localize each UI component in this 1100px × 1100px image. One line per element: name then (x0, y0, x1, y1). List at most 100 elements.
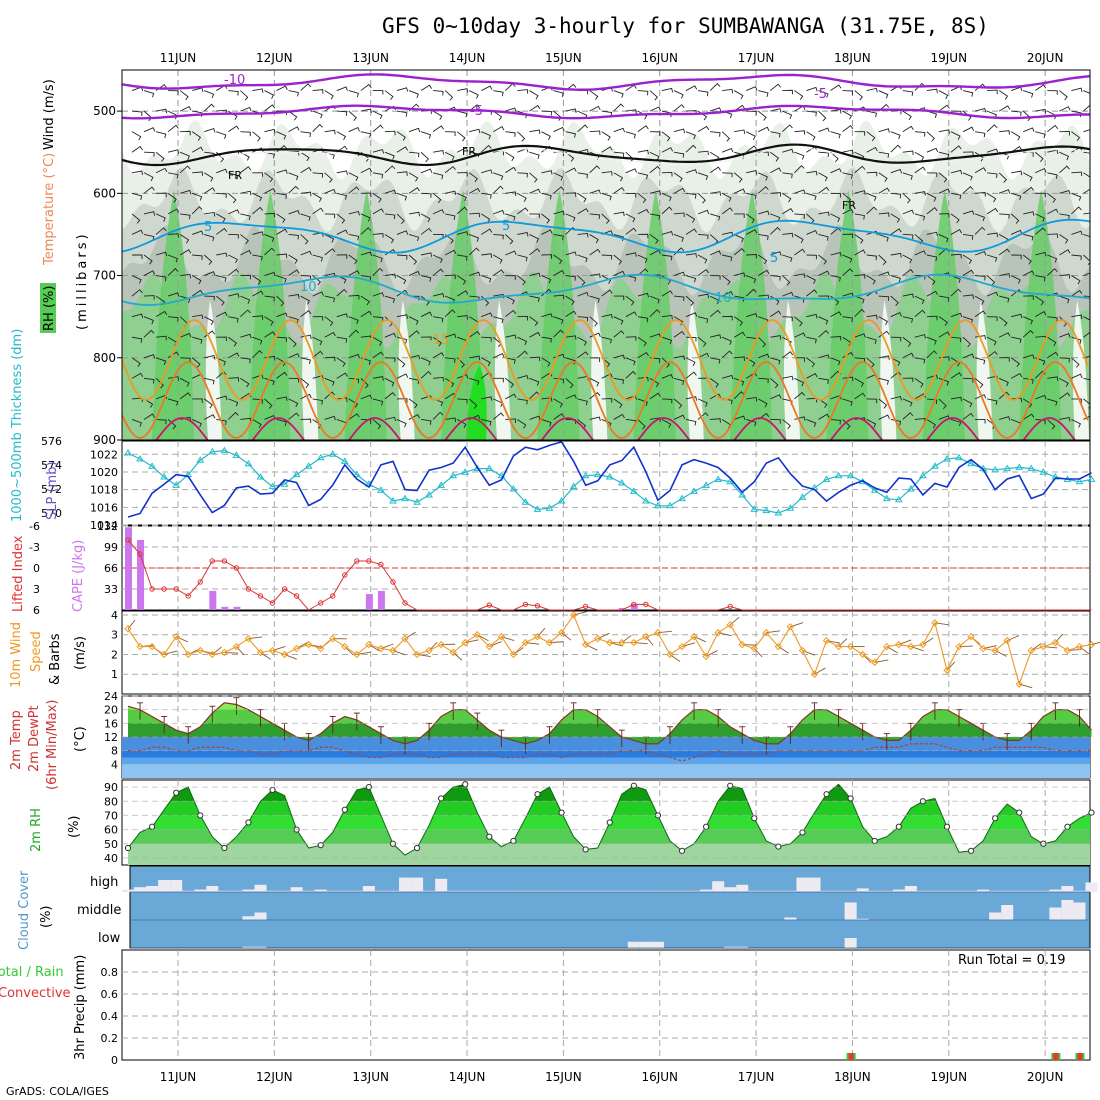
wind-barb (998, 172, 1007, 183)
wind-barb (553, 398, 563, 408)
wind-speed-point (521, 638, 530, 647)
contour-label: -15 (428, 333, 449, 348)
wind-barb (734, 272, 746, 277)
wind-barb (818, 110, 827, 122)
cloud-bar (651, 890, 664, 892)
wind-barb (625, 227, 637, 235)
wind-barb (408, 234, 420, 242)
wind-barb (998, 316, 1008, 327)
wind-barb (312, 350, 324, 359)
thickness-point (340, 457, 349, 464)
wind-barb (685, 228, 697, 235)
wind-barb (1034, 151, 1044, 163)
wind-speed-point (136, 642, 144, 651)
thickness-point (774, 509, 783, 516)
wind-barb (216, 131, 227, 139)
wind-barb (685, 295, 695, 307)
wind-barb (469, 355, 481, 361)
wind-speed-point (979, 644, 987, 653)
wind-barb (493, 412, 504, 420)
wind-barb (288, 172, 299, 181)
wind-barb (469, 128, 481, 134)
wind-barb (481, 169, 493, 174)
wind-barb (228, 398, 239, 407)
wind-barb (167, 268, 179, 276)
minmax-label: (6hr Min/Max) (45, 700, 60, 790)
wind-barb (878, 377, 889, 385)
wind-barb (336, 170, 348, 175)
wind-barb (1023, 127, 1035, 133)
wind-barb (421, 336, 432, 341)
wind-speed-point (449, 648, 457, 657)
wind-speed-point (569, 611, 578, 619)
wind-barb (276, 312, 288, 318)
wind-barb (143, 127, 156, 133)
wind-barb (938, 213, 950, 218)
wind-speed-point (895, 640, 903, 649)
rh-point (895, 823, 902, 830)
wind-speed-point (220, 648, 229, 657)
wind-barb (204, 414, 216, 420)
wind-barb (698, 150, 709, 156)
wind-barb (517, 419, 527, 429)
wind-barb (180, 273, 192, 279)
li-point (257, 593, 264, 599)
precip-convective-bar (1053, 1053, 1059, 1060)
wind-barb (577, 148, 589, 154)
wind-barb (408, 172, 419, 182)
wind-barb (613, 234, 624, 242)
wind-barb (577, 192, 587, 203)
wind-barb (878, 414, 890, 420)
slp-line (127, 440, 1092, 518)
wind-barb (553, 254, 563, 265)
wind-barb (372, 110, 383, 120)
wind-barb (625, 109, 637, 114)
wind-barb (661, 254, 673, 261)
wind-barb (950, 229, 962, 235)
wind-barb (336, 397, 348, 402)
wind-barb (276, 169, 288, 174)
li-point (486, 602, 493, 608)
wind-barb (445, 131, 456, 136)
wind-barb (818, 211, 830, 216)
wind-barb (432, 268, 444, 276)
wind-barb (902, 125, 914, 133)
wind-barb (722, 172, 733, 178)
wind-barb (529, 151, 540, 159)
wind-barb (733, 391, 745, 400)
wind-barb (360, 295, 370, 306)
wind-barb (794, 332, 806, 338)
wind-speed-point (871, 658, 879, 667)
wind-barb (240, 190, 252, 196)
wind-barb (613, 316, 624, 325)
wind-barb (1011, 229, 1023, 235)
wind-barb (962, 110, 972, 121)
wind-barb (457, 88, 469, 93)
thickness-point (714, 475, 723, 482)
wind-barb (517, 398, 528, 405)
wind-barb (914, 309, 926, 318)
wind-speed-point (244, 634, 253, 643)
wind-barb (818, 316, 829, 325)
thickness-point (943, 455, 951, 462)
wind-barb (697, 125, 710, 133)
wind-speed-point (798, 646, 807, 655)
wind-barb (216, 418, 227, 426)
wind-barb (987, 89, 998, 95)
wind-barb (770, 310, 782, 318)
wind-barb (517, 350, 528, 359)
wind-barb (854, 131, 866, 136)
wind-barb (806, 110, 817, 117)
dewpoint-line (128, 743, 1092, 762)
cloud-bar (928, 890, 941, 892)
wind-barb (276, 275, 287, 283)
wind-barb (661, 131, 671, 142)
wind-barb (830, 151, 839, 163)
wind-speed-point (316, 644, 325, 653)
li-tick-label: -3 (29, 541, 40, 554)
wind-speed-point (931, 619, 939, 627)
cloud-bar (218, 890, 231, 892)
wind-barb (372, 351, 384, 359)
wind-barb (962, 353, 975, 359)
